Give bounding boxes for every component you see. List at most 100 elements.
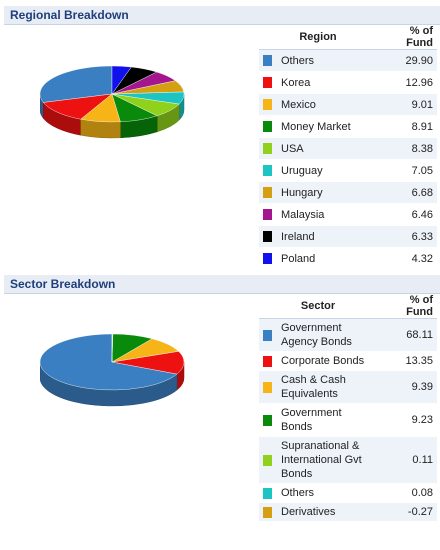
sector-col-sector: Sector [259,294,377,319]
sector-legend-label: Supranational & International Gvt Bonds [277,436,377,484]
regional-row-usa: USA 8.38 [259,137,437,160]
regional-legend-swatch [263,121,272,132]
sector-swatch-cell [259,318,277,352]
regional-data-label: 8.38 [377,137,437,160]
sector-header: Sector Breakdown [4,275,440,294]
sector-swatch-cell [259,483,277,503]
sector-legend-label: Government Bonds [277,403,377,437]
sector-row-government-agency-bonds: Government Agency Bonds 68.11 [259,318,437,352]
sector-data-label: 13.35 [377,351,437,371]
regional-row-others: Others 29.90 [259,49,437,72]
sector-swatch-cell [259,502,277,522]
regional-swatch-cell [259,115,277,138]
sector-legend-swatch [263,355,272,367]
regional-row-ireland: Ireland 6.33 [259,225,437,248]
regional-row-mexico: Mexico 9.01 [259,93,437,116]
sector-data-label: -0.27 [377,502,437,522]
sector-pie-slice-corporate-bonds [111,351,185,375]
regional-legend-label: Money Market [277,115,377,138]
sector-row-cash-cash-equivalents: Cash & Cash Equivalents 9.39 [259,370,437,404]
regional-legend-swatch [263,187,272,198]
sector-row-corporate-bonds: Corporate Bonds 13.35 [259,351,437,371]
regional-legend-swatch [263,55,272,66]
regional-data-label: 6.46 [377,203,437,226]
sector-legend-swatch [263,487,272,499]
regional-data-label: 6.68 [377,181,437,204]
regional-legend-label: Others [277,49,377,72]
sector-swatch-cell [259,351,277,371]
regional-data-label: 4.32 [377,247,437,270]
regional-legend-swatch [263,231,272,242]
regional-row-hungary: Hungary 6.68 [259,181,437,204]
regional-pie-slice-others [39,65,113,103]
sector-table-header: Sector % of Fund [259,294,437,319]
regional-swatch-cell [259,203,277,226]
sector-row-supranational-international-gvt-bonds: Supranational & International Gvt Bonds 0… [259,436,437,484]
regional-table: Region % of Fund Others 29.90 Korea 12.96 Me… [259,25,437,270]
regional-pie-chart [39,62,220,155]
regional-title: Regional Breakdown [10,8,129,22]
sector-legend-label: Corporate Bonds [277,351,377,371]
sector-data-label: 9.23 [377,403,437,437]
sector-legend-swatch [263,506,272,518]
regional-legend-label: Poland [277,247,377,270]
sector-data-label: 0.08 [377,483,437,503]
regional-legend-swatch [263,209,272,220]
regional-header: Regional Breakdown [4,6,440,25]
sector-legend-swatch [263,381,272,393]
regional-legend-label: Uruguay [277,159,377,182]
regional-pie-slice-korea [43,93,113,120]
regional-legend-label: Korea [277,71,377,94]
sector-legend-label: Government Agency Bonds [277,318,377,352]
regional-data-label: 7.05 [377,159,437,182]
sector-pie-chart [39,330,220,423]
sector-row-government-bonds: Government Bonds 9.23 [259,403,437,437]
sector-title: Sector Breakdown [10,277,116,291]
regional-data-label: 9.01 [377,93,437,116]
sector-row-derivatives: Derivatives -0.27 [259,502,437,522]
regional-swatch-cell [259,225,277,248]
regional-legend-label: Ireland [277,225,377,248]
regional-legend-label: USA [277,137,377,160]
regional-swatch-cell [259,93,277,116]
regional-row-malaysia: Malaysia 6.46 [259,203,437,226]
regional-legend-label: Mexico [277,93,377,116]
regional-data-label: 12.96 [377,71,437,94]
sector-pie-slice-government-agency-bonds [39,333,178,391]
sector-legend-swatch [263,454,272,466]
regional-data-label: 6.33 [377,225,437,248]
sector-table: Sector % of Fund Government Agency Bonds… [259,294,437,522]
sector-swatch-cell [259,436,277,484]
regional-swatch-cell [259,247,277,270]
sector-row-others: Others 0.08 [259,483,437,503]
regional-row-money-market: Money Market 8.91 [259,115,437,138]
sector-swatch-cell [259,370,277,404]
sector-legend-label: Derivatives [277,502,377,522]
regional-swatch-cell [259,159,277,182]
regional-col-region: Region [259,25,377,50]
regional-legend-swatch [263,253,272,264]
regional-row-poland: Poland 4.32 [259,247,437,270]
sector-legend-label: Others [277,483,377,503]
regional-col-pct: % of Fund [377,25,437,50]
sector-legend-swatch [263,414,272,426]
regional-legend-swatch [263,165,272,176]
regional-swatch-cell [259,71,277,94]
regional-pie-slice-poland [111,65,132,95]
regional-row-uruguay: Uruguay 7.05 [259,159,437,182]
regional-legend-swatch [263,77,272,88]
regional-swatch-cell [259,137,277,160]
regional-swatch-cell [259,49,277,72]
regional-legend-label: Hungary [277,181,377,204]
regional-legend-swatch [263,99,272,110]
sector-legend-swatch [263,329,272,341]
regional-legend-label: Malaysia [277,203,377,226]
sector-data-label: 0.11 [377,436,437,484]
sector-legend-label: Cash & Cash Equivalents [277,370,377,404]
sector-swatch-cell [259,403,277,437]
regional-data-label: 8.91 [377,115,437,138]
sector-pie-svg [39,333,185,407]
sector-data-label: 68.11 [377,318,437,352]
regional-table-header: Region % of Fund [259,25,437,50]
regional-data-label: 29.90 [377,49,437,72]
